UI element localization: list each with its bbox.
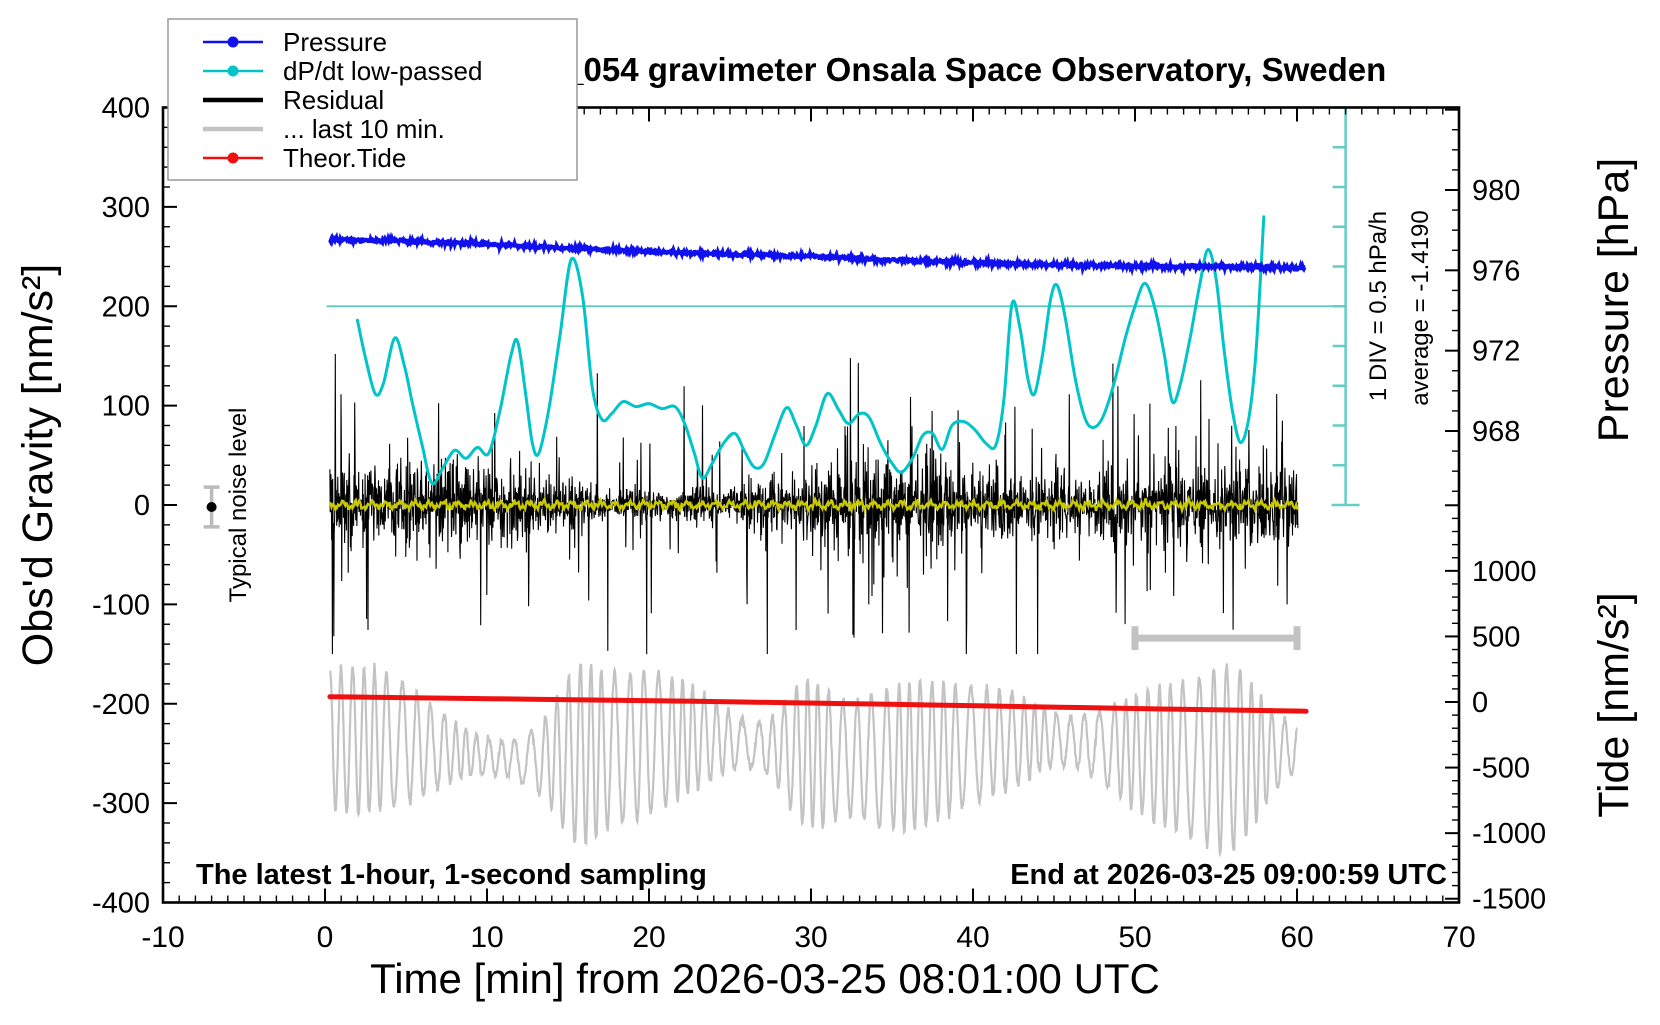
dpdt-marker-dot: [227, 65, 239, 77]
tick-label: -100: [92, 589, 150, 621]
tick-label: 976: [1472, 255, 1520, 287]
tick-label: 30: [794, 921, 827, 954]
tick-label: -300: [92, 788, 150, 820]
tick-label: 0: [317, 921, 334, 954]
tick-label: 100: [102, 391, 150, 423]
pressure-marker-dot: [227, 36, 239, 48]
tick-labels: -10 0 10 20 30 40 50 60 704003002001000-100-200-…: [92, 93, 1546, 955]
tick-label: 400: [102, 93, 150, 125]
dpdt-scale-reference: [326, 106, 1360, 507]
legend-label: ... last 10 min.: [283, 114, 445, 144]
tick-label: 70: [1442, 921, 1475, 954]
tick-label: -500: [1472, 753, 1530, 785]
tick-label: 0: [1472, 687, 1488, 719]
legend-item-pressure: Pressure: [203, 27, 387, 57]
tick-label: -400: [92, 888, 150, 920]
tick-label: -10: [141, 921, 184, 954]
tick-label: 40: [956, 921, 989, 954]
legend-item-dpdt: dP/dt low-passed: [203, 56, 482, 86]
last10min-trace: [329, 662, 1299, 858]
legend-item-last10: ... last 10 min.: [203, 114, 445, 144]
residual-smooth-trace: [328, 494, 1299, 515]
last10min-range-bar: [1131, 626, 1301, 651]
legend-label: Theor.Tide: [283, 143, 406, 173]
tick-label: -1500: [1472, 884, 1546, 916]
tick-label: -200: [92, 689, 150, 721]
dpdt-lowpassed-trace: [355, 215, 1266, 486]
end-time-annotation: End at 2026-03-25 09:00:59 UTC: [1010, 859, 1447, 891]
tick-label: 300: [102, 192, 150, 224]
noise-level-annotation: Typical noise level: [225, 408, 252, 603]
tick-label: 50: [1118, 921, 1151, 954]
legend-item-residual: Residual: [203, 85, 384, 115]
tide-axis-title: Tide [nm/s²]: [1590, 592, 1638, 817]
pressure-axis-title: Pressure [hPa]: [1590, 158, 1638, 442]
legend: Pressure dP/dt low-passed Residual ... l…: [167, 18, 578, 181]
legend-label: Residual: [283, 85, 384, 115]
axes-frame: [161, 106, 1461, 904]
tick-label: 980: [1472, 175, 1520, 207]
tick-label: 20: [632, 921, 665, 954]
tick-label: 500: [1472, 621, 1520, 653]
average-annotation: average = -1.4190: [1407, 210, 1434, 405]
sampling-annotation: The latest 1-hour, 1-second sampling: [196, 859, 707, 891]
chart-title: SCG_054 gravimeter Onsala Space Observat…: [494, 51, 1387, 88]
tick-label: 60: [1280, 921, 1313, 954]
tick-label: 200: [102, 291, 150, 323]
tick-label: -1000: [1472, 818, 1546, 850]
legend-label: dP/dt low-passed: [283, 56, 482, 86]
tick-label: 10: [470, 921, 503, 954]
noise-level-marker: [203, 485, 220, 529]
legend-label: Pressure: [283, 27, 387, 57]
legend-item-tide: Theor.Tide: [203, 143, 406, 173]
tick-label: 968: [1472, 416, 1520, 448]
tide-marker-dot: [227, 152, 239, 164]
pressure-trace: [328, 231, 1307, 278]
theor-tide-trace: [327, 694, 1309, 714]
tick-label: 972: [1472, 336, 1520, 368]
gravity-axis-title: Obs'd Gravity [nm/s²]: [14, 264, 62, 666]
tick-label: 1000: [1472, 556, 1537, 588]
tick-label: 0: [134, 490, 150, 522]
x-axis-title: Time [min] from 2026-03-25 08:01:00 UTC: [370, 955, 1160, 1002]
div-scale-annotation: 1 DIV = 0.5 hPa/h: [1365, 211, 1392, 401]
